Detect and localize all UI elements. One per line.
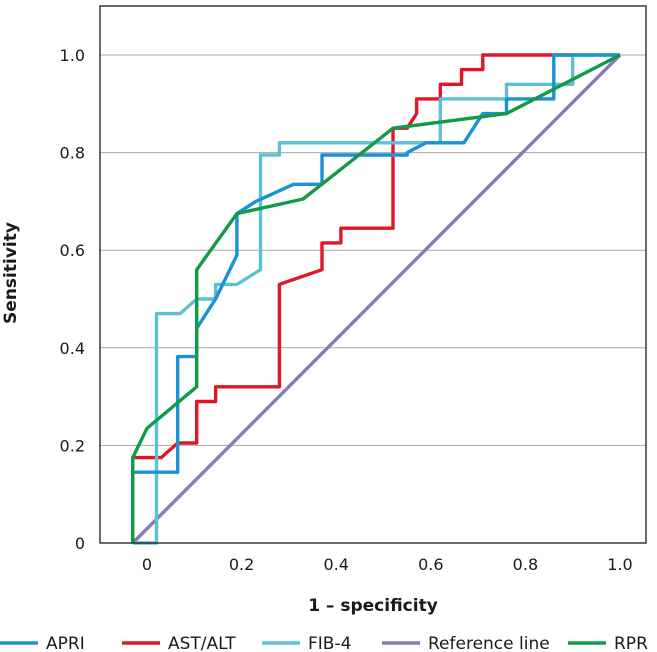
x-tick-label: 0 <box>142 555 152 574</box>
legend-label: FIB-4 <box>308 634 351 652</box>
legend-label: AST/ALT <box>168 634 236 652</box>
x-tick-labels: 0 0.2 0.4 0.6 0.8 1.0 <box>142 555 633 574</box>
plot-frame <box>99 5 647 544</box>
x-tick-label: 0.8 <box>513 555 538 574</box>
series-line-fib-4 <box>132 53 620 545</box>
series-line-ast-alt <box>131 53 573 543</box>
y-tick-label: 0.4 <box>60 339 85 358</box>
series-line-rpr <box>131 53 621 543</box>
x-tick-label: 0.6 <box>418 555 443 574</box>
y-tick-label: 0.6 <box>60 241 85 260</box>
gridlines <box>100 54 646 446</box>
legend-label: APRI <box>46 634 85 652</box>
y-tick-label: 0 <box>75 534 85 553</box>
x-tick-label: 0.4 <box>323 555 348 574</box>
y-tick-label: 0.8 <box>60 144 85 163</box>
legend-label: Reference line <box>428 634 550 652</box>
y-tick-label: 0.2 <box>60 436 85 455</box>
x-tick-label: 0.2 <box>229 555 254 574</box>
legend: APRI AST/ALT FIB-4 Reference line RPR <box>0 634 648 652</box>
x-axis-title: 1 – specificity <box>308 596 438 616</box>
y-axis-title: Sensitivity <box>1 222 21 324</box>
series-line-reference-line <box>131 53 622 545</box>
y-tick-labels: 0 0.2 0.4 0.6 0.8 1.0 <box>60 46 85 553</box>
legend-label: RPR <box>614 634 648 652</box>
series-lines <box>131 53 622 545</box>
x-tick-label: 1.0 <box>607 555 632 574</box>
y-tick-label: 1.0 <box>60 46 85 65</box>
